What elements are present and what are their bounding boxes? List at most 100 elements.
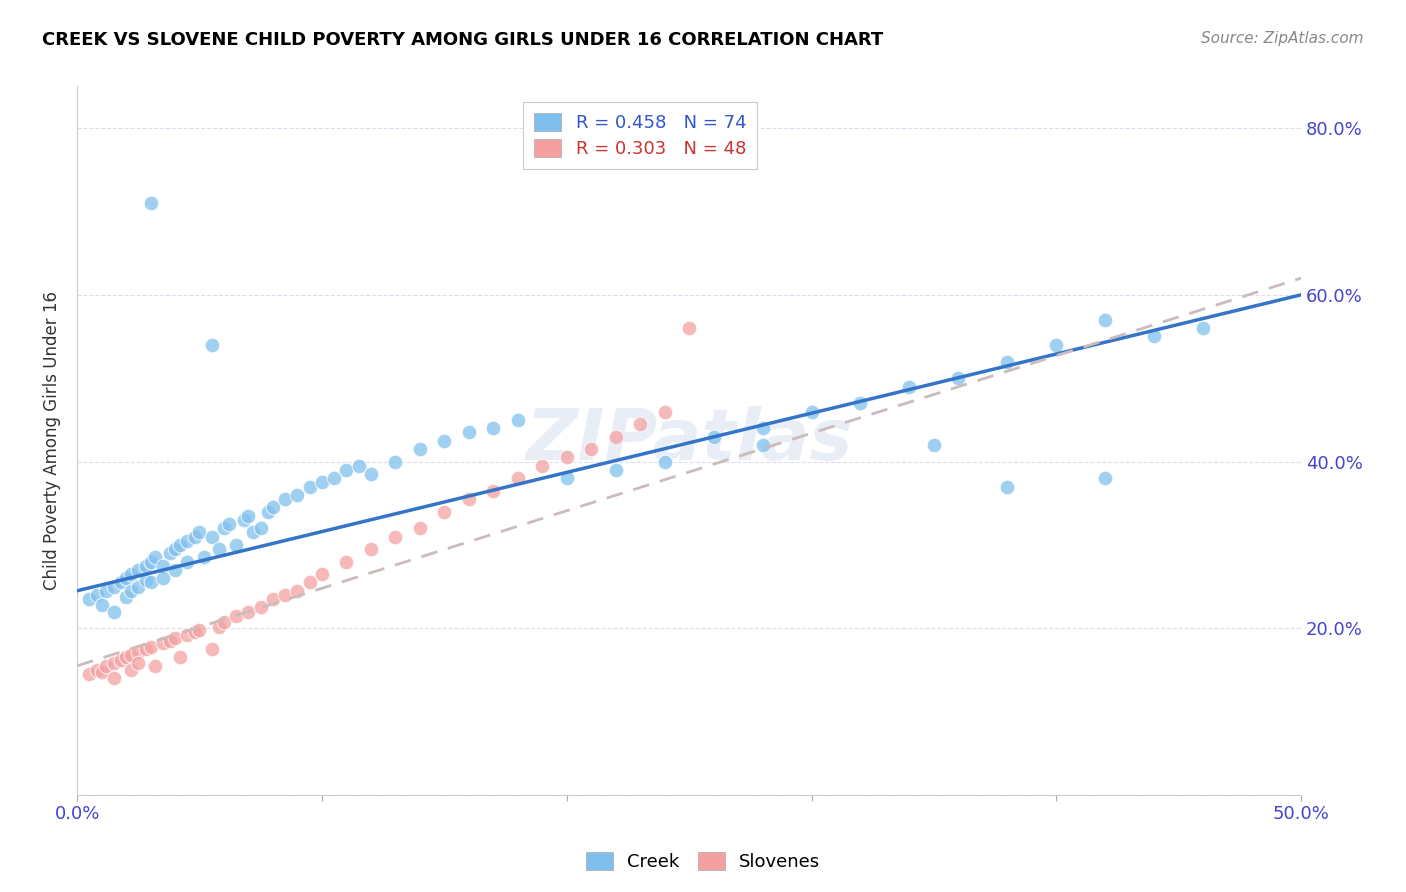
Point bbox=[135, 642, 157, 657]
Point bbox=[120, 663, 142, 677]
Point bbox=[335, 463, 357, 477]
Point bbox=[201, 642, 224, 657]
Point bbox=[145, 550, 167, 565]
Point bbox=[249, 600, 271, 615]
Point bbox=[506, 471, 529, 485]
Point bbox=[555, 450, 578, 465]
Point bbox=[384, 530, 406, 544]
Point bbox=[115, 571, 138, 585]
Point bbox=[176, 628, 198, 642]
Point bbox=[176, 555, 198, 569]
Point bbox=[678, 321, 700, 335]
Point bbox=[232, 513, 254, 527]
Point bbox=[628, 417, 651, 431]
Point bbox=[188, 623, 211, 637]
Point bbox=[995, 354, 1018, 368]
Point bbox=[188, 525, 211, 540]
Point bbox=[360, 542, 382, 557]
Point bbox=[311, 475, 333, 490]
Point bbox=[335, 555, 357, 569]
Point bbox=[127, 563, 149, 577]
Point bbox=[79, 667, 101, 681]
Point bbox=[103, 605, 125, 619]
Point bbox=[139, 555, 162, 569]
Text: Source: ZipAtlas.com: Source: ZipAtlas.com bbox=[1201, 31, 1364, 46]
Point bbox=[409, 442, 432, 456]
Point bbox=[127, 645, 149, 659]
Point bbox=[1192, 321, 1215, 335]
Point bbox=[201, 530, 224, 544]
Point bbox=[262, 592, 284, 607]
Point bbox=[86, 663, 108, 677]
Point bbox=[274, 492, 297, 507]
Y-axis label: Child Poverty Among Girls Under 16: Child Poverty Among Girls Under 16 bbox=[44, 291, 60, 591]
Text: ZIPatlas: ZIPatlas bbox=[526, 406, 853, 475]
Point bbox=[274, 588, 297, 602]
Point bbox=[849, 396, 872, 410]
Point bbox=[212, 615, 235, 629]
Point bbox=[287, 583, 309, 598]
Point bbox=[90, 598, 112, 612]
Point bbox=[135, 573, 157, 587]
Point bbox=[193, 550, 215, 565]
Point bbox=[703, 429, 725, 443]
Point bbox=[127, 580, 149, 594]
Point bbox=[120, 567, 142, 582]
Point bbox=[605, 429, 627, 443]
Point bbox=[159, 633, 181, 648]
Point bbox=[531, 458, 554, 473]
Point bbox=[115, 590, 138, 604]
Point bbox=[96, 658, 118, 673]
Point bbox=[103, 657, 125, 671]
Point bbox=[163, 632, 186, 646]
Point bbox=[1094, 471, 1116, 485]
Point bbox=[800, 404, 823, 418]
Point bbox=[145, 658, 167, 673]
Point bbox=[176, 533, 198, 548]
Point bbox=[433, 434, 456, 448]
Point bbox=[948, 371, 970, 385]
Point bbox=[482, 483, 505, 498]
Point bbox=[225, 608, 247, 623]
Legend: R = 0.458   N = 74, R = 0.303   N = 48: R = 0.458 N = 74, R = 0.303 N = 48 bbox=[523, 103, 756, 169]
Point bbox=[298, 479, 321, 493]
Point bbox=[257, 505, 280, 519]
Point bbox=[127, 657, 149, 671]
Point bbox=[579, 442, 602, 456]
Point bbox=[212, 521, 235, 535]
Point bbox=[922, 438, 945, 452]
Point bbox=[169, 650, 191, 665]
Point bbox=[1094, 313, 1116, 327]
Point bbox=[457, 492, 479, 507]
Point bbox=[298, 575, 321, 590]
Point bbox=[139, 575, 162, 590]
Point bbox=[287, 488, 309, 502]
Point bbox=[654, 404, 676, 418]
Point bbox=[384, 454, 406, 468]
Point bbox=[654, 454, 676, 468]
Point bbox=[96, 583, 118, 598]
Point bbox=[79, 592, 101, 607]
Point bbox=[159, 546, 181, 560]
Point bbox=[242, 525, 264, 540]
Point bbox=[605, 463, 627, 477]
Point bbox=[152, 571, 174, 585]
Point bbox=[898, 379, 921, 393]
Point bbox=[120, 583, 142, 598]
Point bbox=[323, 471, 346, 485]
Point bbox=[751, 438, 773, 452]
Point bbox=[311, 567, 333, 582]
Point bbox=[555, 471, 578, 485]
Point bbox=[360, 467, 382, 481]
Point bbox=[169, 538, 191, 552]
Point bbox=[249, 521, 271, 535]
Point bbox=[482, 421, 505, 435]
Point bbox=[409, 521, 432, 535]
Point bbox=[238, 508, 260, 523]
Point bbox=[208, 542, 231, 557]
Point bbox=[163, 542, 186, 557]
Point bbox=[201, 338, 224, 352]
Point bbox=[751, 421, 773, 435]
Point bbox=[152, 558, 174, 573]
Point bbox=[457, 425, 479, 440]
